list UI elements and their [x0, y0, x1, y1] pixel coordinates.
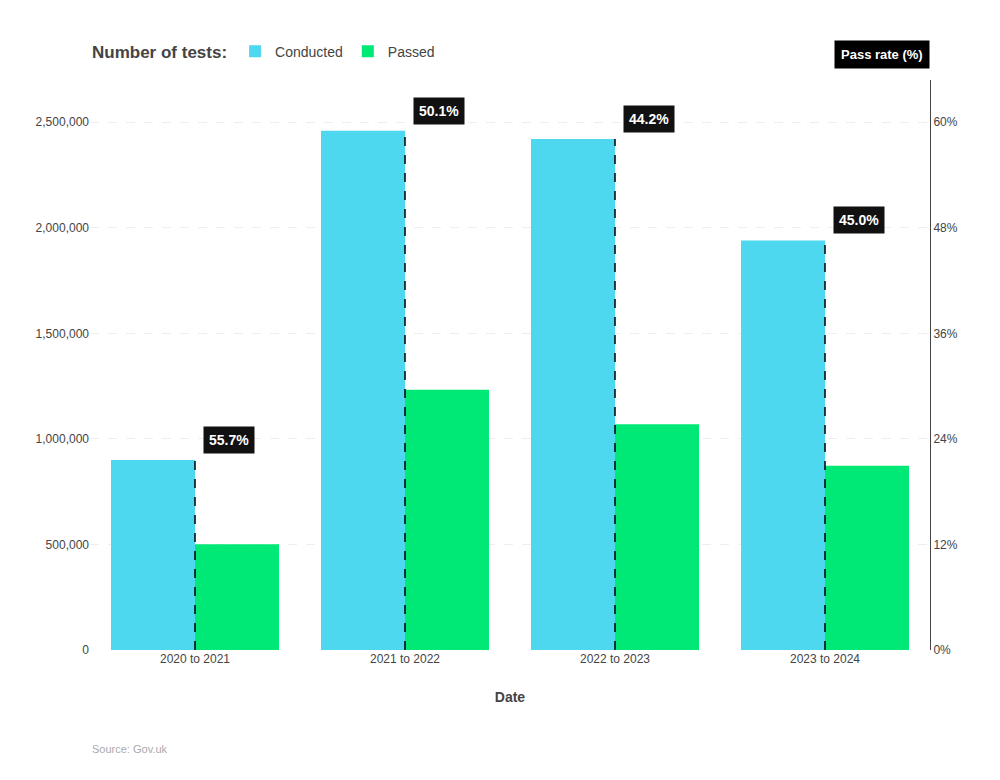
svg-text:Source: Gov.uk: Source: Gov.uk	[92, 743, 167, 755]
svg-text:45.0%: 45.0%	[839, 212, 879, 228]
svg-text:500,000: 500,000	[46, 538, 90, 552]
svg-text:Number of tests:: Number of tests:	[92, 43, 227, 62]
svg-text:2,500,000: 2,500,000	[36, 115, 90, 129]
svg-text:Conducted: Conducted	[275, 44, 343, 60]
svg-text:24%: 24%	[933, 432, 957, 446]
svg-text:Date: Date	[495, 689, 526, 705]
svg-text:2020 to 2021: 2020 to 2021	[160, 652, 230, 666]
svg-text:Pass rate (%): Pass rate (%)	[841, 47, 923, 62]
svg-text:2021 to 2022: 2021 to 2022	[370, 652, 440, 666]
svg-text:Passed: Passed	[388, 44, 435, 60]
svg-text:0%: 0%	[933, 643, 951, 657]
svg-text:1,500,000: 1,500,000	[36, 327, 90, 341]
svg-text:1,000,000: 1,000,000	[36, 432, 90, 446]
svg-text:55.7%: 55.7%	[209, 432, 249, 448]
svg-text:12%: 12%	[933, 538, 957, 552]
svg-text:0: 0	[82, 643, 89, 657]
svg-text:2022 to 2023: 2022 to 2023	[580, 652, 650, 666]
svg-text:48%: 48%	[933, 221, 957, 235]
svg-text:36%: 36%	[933, 327, 957, 341]
svg-text:60%: 60%	[933, 115, 957, 129]
svg-text:50.1%: 50.1%	[419, 103, 459, 119]
svg-text:2,000,000: 2,000,000	[36, 221, 90, 235]
svg-text:44.2%: 44.2%	[629, 111, 669, 127]
svg-text:2023 to 2024: 2023 to 2024	[790, 652, 860, 666]
